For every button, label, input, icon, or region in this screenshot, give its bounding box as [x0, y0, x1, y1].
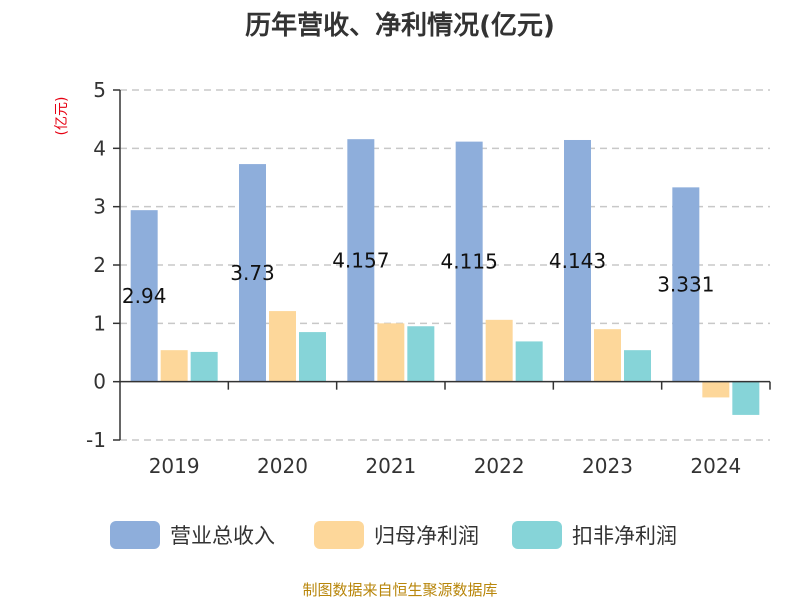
bar-2022-s2 — [515, 341, 543, 382]
legend-label: 营业总收入 — [170, 524, 275, 548]
x-tick-label: 2020 — [257, 454, 308, 478]
bar-2022-s1 — [485, 319, 513, 382]
legend-label: 归母净利润 — [374, 524, 479, 548]
legend: 营业总收入 归母净利润 扣非净利润 — [110, 521, 677, 549]
y-tick-label: 1 — [93, 311, 106, 335]
legend-label: 扣非净利润 — [572, 524, 677, 548]
data-labels: 2.94 3.73 4.157 4.115 4.143 3.331 — [122, 248, 715, 307]
data-label-2023: 4.143 — [549, 249, 606, 273]
bar-2021-s2 — [407, 326, 435, 382]
axes: -1 0 1 2 3 4 5 2019 2020 2021 2022 2023 2024 — [86, 78, 771, 478]
legend-swatch — [110, 521, 160, 549]
bar-2020-s1 — [269, 311, 296, 382]
legend-item-1[interactable]: 归母净利润 — [314, 521, 479, 549]
data-label-2024: 3.331 — [657, 273, 714, 297]
legend-swatch — [512, 521, 562, 549]
bar-2024-s2 — [732, 381, 760, 415]
data-label-2019: 2.94 — [122, 284, 167, 308]
y-tick-label: 3 — [93, 195, 106, 219]
bar-2023-s0 — [564, 139, 591, 382]
legend-item-0[interactable]: 营业总收入 — [110, 521, 275, 549]
x-tick-label: 2022 — [474, 454, 525, 478]
x-tick-label: 2023 — [582, 454, 633, 478]
source-note: 制图数据来自恒生聚源数据库 — [302, 581, 497, 599]
bar-2023-s2 — [624, 350, 651, 382]
bar-2024-s1 — [702, 381, 730, 398]
bar-2023-s1 — [594, 329, 621, 382]
x-tick-label: 2019 — [149, 454, 200, 478]
y-tick-label: 0 — [93, 370, 106, 394]
legend-swatch — [314, 521, 364, 549]
gridlines — [120, 89, 770, 441]
bar-2019-s0 — [130, 210, 158, 382]
chart-title: 历年营收、净利情况(亿元) — [245, 10, 555, 41]
bar-2024-s0 — [672, 187, 700, 382]
bar-2021-s1 — [377, 323, 405, 382]
y-tick-label: 5 — [93, 78, 106, 102]
bar-2019-s1 — [160, 350, 188, 382]
y-unit-label: (亿元) — [54, 97, 70, 136]
data-label-2022: 4.115 — [441, 250, 498, 274]
y-tick-label: -1 — [86, 428, 106, 452]
bar-2020-s0 — [239, 164, 266, 382]
x-tick-label: 2021 — [365, 454, 416, 478]
legend-item-2[interactable]: 扣非净利润 — [512, 521, 677, 549]
bar-2021-s0 — [347, 139, 375, 382]
bars — [130, 139, 760, 415]
data-label-2021: 4.157 — [332, 248, 389, 272]
y-tick-label: 4 — [93, 136, 106, 160]
data-label-2020: 3.73 — [230, 261, 275, 285]
y-tick-label: 2 — [93, 253, 106, 277]
x-tick-label: 2024 — [690, 454, 741, 478]
bar-2019-s2 — [190, 351, 218, 382]
bar-2020-s2 — [299, 332, 326, 382]
bar-2022-s0 — [455, 141, 483, 382]
